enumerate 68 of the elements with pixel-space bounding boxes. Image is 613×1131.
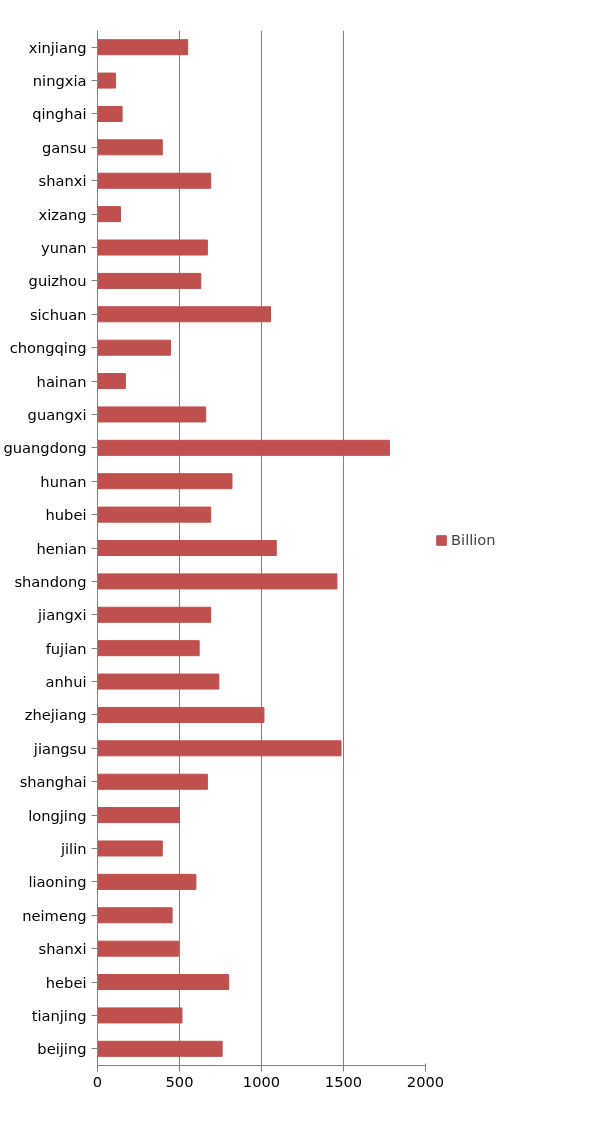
bar — [97, 105, 123, 122]
y-tick-label: liaoning — [28, 873, 87, 891]
y-tick-label: hainan — [36, 372, 87, 390]
y-tick-label: henian — [36, 539, 87, 557]
y-tick-label: shanxi — [38, 940, 87, 958]
bar — [97, 907, 173, 924]
y-tick-label: shanxi — [38, 172, 87, 190]
y-tick-label: hebei — [45, 973, 87, 991]
y-tick-label: zhejiang — [24, 706, 87, 724]
y-tick-label: jilin — [59, 839, 87, 857]
bar — [97, 539, 277, 557]
bar — [97, 873, 197, 890]
bar — [97, 206, 121, 223]
y-tick-label: yunan — [40, 239, 87, 257]
y-tick-label: anhui — [45, 673, 87, 691]
y-tick-label: ningxia — [32, 72, 87, 90]
y-tick-label: hubei — [45, 506, 87, 524]
y-tick-label: qinghai — [32, 105, 87, 123]
y-tick-label: beijing — [37, 1040, 87, 1058]
y-tick-label: guangdong — [3, 439, 87, 457]
bar — [97, 39, 189, 56]
bar — [97, 573, 338, 590]
x-tick-label: 2000 — [406, 1072, 445, 1090]
y-tick-label: xizang — [38, 205, 87, 223]
bar — [97, 139, 163, 156]
bar — [97, 239, 208, 256]
bar — [97, 740, 342, 757]
bar — [97, 706, 265, 723]
x-tick-label: 1500 — [324, 1072, 363, 1090]
y-tick-label: chongqing — [9, 339, 87, 357]
bar — [97, 940, 180, 957]
bar — [97, 1040, 223, 1057]
bar — [97, 506, 212, 523]
bar — [97, 172, 212, 189]
y-tick-label: sichuan — [29, 305, 87, 323]
y-tick-label: jiangsu — [32, 739, 87, 757]
bar — [97, 773, 208, 790]
y-tick-label: shandong — [14, 572, 87, 590]
bar — [97, 72, 117, 89]
bar — [97, 606, 212, 623]
x-tick-label: 500 — [165, 1072, 194, 1090]
bar — [97, 306, 272, 323]
bar — [97, 439, 390, 456]
bar — [97, 1007, 183, 1024]
bar — [97, 640, 200, 657]
bar — [97, 673, 220, 690]
y-tick-label: neimeng — [22, 906, 87, 924]
bar — [97, 406, 207, 423]
y-tick-label: shanghai — [19, 773, 87, 791]
y-tick-label: jiangxi — [37, 606, 87, 624]
y-tick-label: guizhou — [28, 272, 87, 290]
y-tick-label: guangxi — [27, 405, 87, 423]
bar — [97, 807, 180, 824]
bar — [97, 473, 233, 490]
y-tick-label: gansu — [42, 138, 87, 156]
y-tick-label: xinjiang — [28, 38, 87, 56]
y-tick-label: hunan — [40, 472, 87, 490]
bar — [97, 339, 171, 356]
y-tick-label: longjing — [28, 806, 87, 824]
bar — [97, 373, 126, 390]
bar — [97, 974, 230, 991]
x-tick-label: 0 — [92, 1072, 103, 1090]
legend-label: Billion — [451, 531, 496, 548]
y-tick-label: fujian — [45, 639, 87, 657]
bar — [97, 840, 163, 857]
bar — [97, 272, 202, 289]
x-tick-label: 1000 — [242, 1072, 281, 1090]
y-tick-label: tianjing — [31, 1006, 87, 1024]
